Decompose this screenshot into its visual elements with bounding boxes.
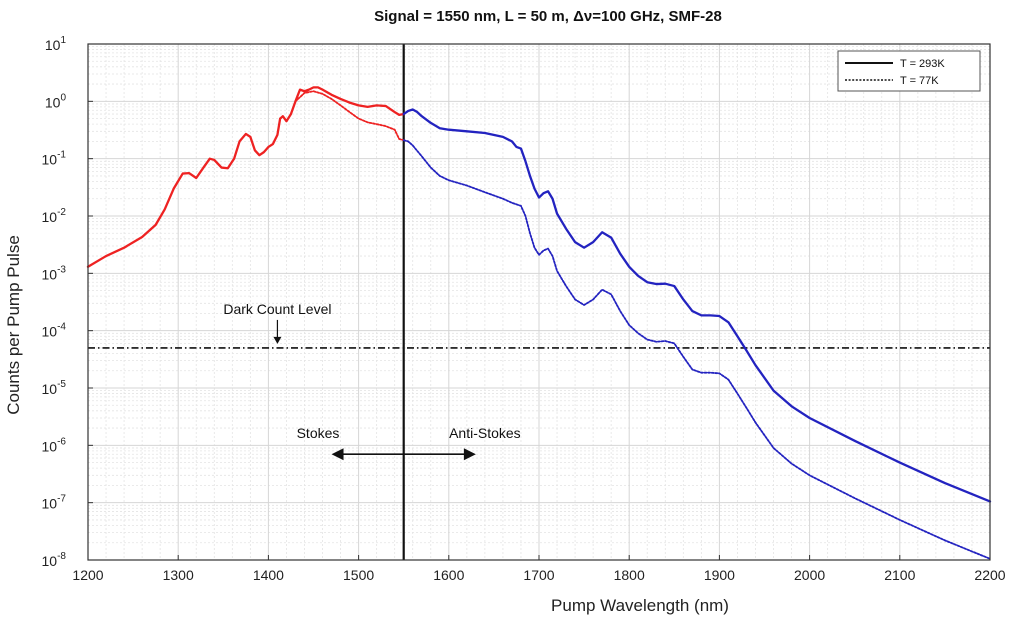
series-t293k-anti-stokes-line bbox=[402, 108, 992, 503]
legend-label: T = 77K bbox=[900, 75, 939, 87]
x-tick-label: 1400 bbox=[253, 567, 284, 583]
y-tick-labels: 101 100 10-1 10-2 10-3 10-4 10-5 10-6 10-7 10-8 bbox=[42, 35, 93, 569]
y-tick-label: 10-1 bbox=[42, 150, 67, 168]
dark-count-arrow-head bbox=[273, 336, 282, 344]
anti-stokes-label: Anti-Stokes bbox=[449, 425, 521, 441]
y-tick-label: 10-3 bbox=[42, 264, 67, 282]
stokes-arrow-head bbox=[331, 448, 344, 461]
stokes-label: Stokes bbox=[297, 425, 340, 441]
dark-count-label: Dark Count Level bbox=[223, 301, 331, 317]
series-lines bbox=[86, 86, 992, 560]
y-tick-label: 10-6 bbox=[42, 436, 67, 454]
y-tick-label: 100 bbox=[45, 92, 67, 110]
x-tick-labels: 1200 1300 1400 1500 1600 1700 1800 1900 2000 2100… bbox=[72, 555, 1006, 583]
x-tick-label: 1800 bbox=[614, 567, 645, 583]
y-tick-label: 10-4 bbox=[42, 322, 67, 340]
series-t293k-stokes-line bbox=[86, 86, 405, 268]
reference-lines bbox=[88, 44, 990, 560]
legend: T = 293K T = 77K bbox=[837, 50, 981, 92]
x-tick-label: 1600 bbox=[433, 567, 464, 583]
y-tick-label: 10-5 bbox=[42, 379, 67, 397]
x-axis-label: Pump Wavelength (nm) bbox=[551, 596, 729, 615]
chart-title: Signal = 1550 nm, L = 50 m, Δν=100 GHz, … bbox=[374, 8, 722, 25]
series-t77k-anti-stokes-line bbox=[402, 139, 991, 560]
series-t77k-stokes-line bbox=[294, 90, 405, 142]
annotations: Dark Count Level Stokes Anti-Stokes bbox=[223, 301, 521, 461]
x-tick-label: 1700 bbox=[523, 567, 554, 583]
x-tick-label: 2000 bbox=[794, 567, 825, 583]
y-tick-label: 10-2 bbox=[42, 207, 67, 225]
y-tick-label: 10-7 bbox=[42, 494, 67, 512]
legend-label: T = 293K bbox=[900, 58, 945, 70]
x-tick-label: 2200 bbox=[974, 567, 1005, 583]
y-tick-label: 10-8 bbox=[42, 551, 67, 569]
x-tick-label: 1300 bbox=[163, 567, 194, 583]
x-tick-label: 2100 bbox=[884, 567, 915, 583]
y-axis-label: Counts per Pump Pulse bbox=[4, 235, 23, 415]
x-tick-label: 1200 bbox=[72, 567, 103, 583]
x-tick-label: 1500 bbox=[343, 567, 374, 583]
legend-box bbox=[837, 50, 981, 92]
anti-stokes-arrow-head bbox=[463, 448, 476, 461]
y-tick-label: 101 bbox=[45, 35, 67, 53]
x-tick-label: 1900 bbox=[704, 567, 735, 583]
